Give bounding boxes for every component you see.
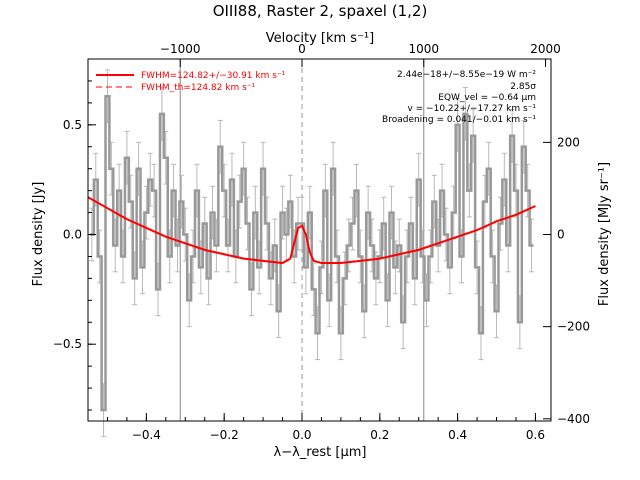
annotation-flux: 2.44e−18+/−8.55e−19 W m⁻² bbox=[397, 70, 536, 80]
y-axis-title: Flux density [Jy] bbox=[31, 182, 46, 287]
legend-label-thermal: FWHM_th=124.82 km s⁻¹ bbox=[141, 83, 256, 93]
y-tick-label: 0.5 bbox=[63, 118, 82, 132]
y-tick-label: −0.5 bbox=[53, 337, 82, 351]
annotations: 2.44e−18+/−8.55e−19 W m⁻² 2.85σ EQW_vel … bbox=[382, 70, 536, 125]
spectrum-line bbox=[89, 95, 534, 412]
y-tick-label: 0.0 bbox=[63, 228, 82, 242]
annotation-velocity: v = −10.22+/−17.27 km s⁻¹ bbox=[407, 104, 536, 114]
y2-tick-label: 200 bbox=[557, 135, 580, 149]
x-tick-label: 0.2 bbox=[370, 428, 389, 442]
chart-title: OIII88, Raster 2, spaxel (1,2) bbox=[213, 2, 428, 20]
y2-tick-label: −200 bbox=[557, 320, 590, 334]
top-axis-title: Velocity [km s⁻¹] bbox=[266, 31, 374, 46]
x-tick-label: 0.0 bbox=[292, 428, 311, 442]
series-layer bbox=[87, 95, 536, 412]
y2-tick-label: −400 bbox=[557, 412, 590, 426]
legend: FWHM=124.82+/−30.91 km s⁻¹ FWHM_th=124.8… bbox=[96, 71, 286, 93]
legend-label-fit: FWHM=124.82+/−30.91 km s⁻¹ bbox=[141, 71, 286, 81]
x2-tick-label: 1000 bbox=[408, 42, 439, 56]
y2-tick-label: 0 bbox=[557, 228, 565, 242]
x-tick-label: 0.4 bbox=[448, 428, 467, 442]
x-axis-title: λ−λ_rest [μm] bbox=[274, 445, 367, 460]
right-axis-title: Flux density [MJy sr⁻¹] bbox=[597, 162, 612, 306]
x2-tick-label: 0 bbox=[298, 42, 306, 56]
x2-tick-label: −1000 bbox=[160, 42, 201, 56]
x2-tick-label: 2000 bbox=[530, 42, 561, 56]
plot-frame bbox=[87, 58, 552, 422]
x-tick-label: 0.6 bbox=[526, 428, 545, 442]
fit-line bbox=[87, 196, 536, 265]
annotation-sigma: 2.85σ bbox=[510, 82, 536, 92]
annotation-eqw: EQW_vel = −0.64 μm bbox=[438, 93, 536, 103]
axes: −0.4 −0.2 0.0 0.2 0.4 0.6−1000 0 1000 2000−0.50.… bbox=[53, 42, 590, 442]
x-tick-label: −0.2 bbox=[210, 428, 239, 442]
annotation-broadening: Broadening = 0.041/−0.01 km s⁻¹ bbox=[382, 115, 536, 125]
x-tick-label: −0.4 bbox=[132, 428, 161, 442]
